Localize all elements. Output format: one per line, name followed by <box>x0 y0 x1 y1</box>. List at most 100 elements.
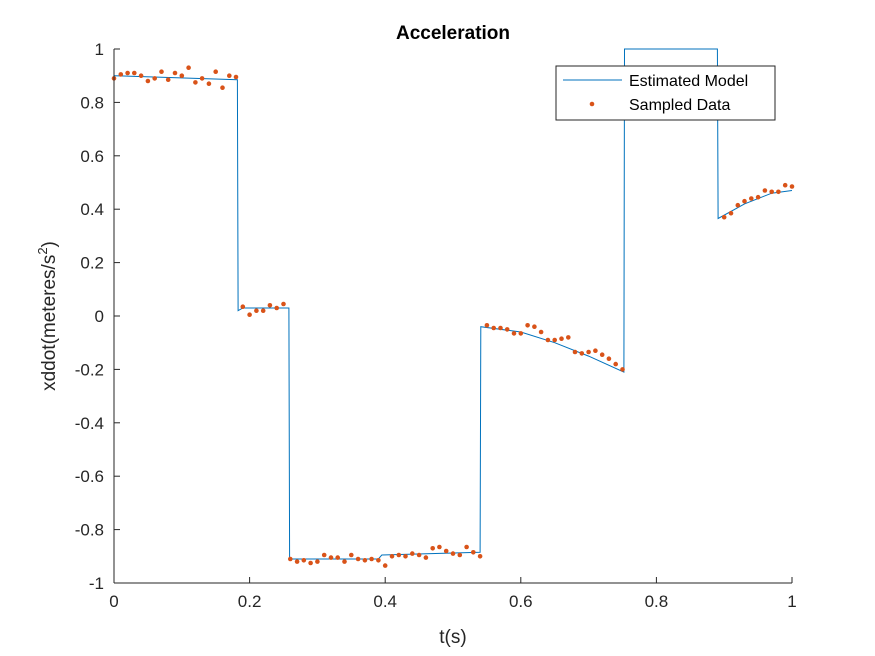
sampled-data-point <box>193 80 198 85</box>
sampled-data-point <box>518 331 524 336</box>
chart-title: Acceleration <box>396 23 510 44</box>
ticks-layer: 0 0.2 0.4 0.6 0.8 1 -1 -0.8 -0.6 -0.4 -0.2 0 0.2 0.4 0… <box>75 40 797 611</box>
sampled-data-point <box>599 352 605 358</box>
sampled-data-point <box>572 349 578 355</box>
sampled-data-point <box>742 198 747 204</box>
series-layer <box>111 48 795 568</box>
sampled-data-point <box>254 308 259 314</box>
sampled-data-point <box>362 558 368 563</box>
sampled-data-point <box>532 324 537 330</box>
sampled-data-point <box>552 337 557 343</box>
sampled-data-point <box>606 356 612 362</box>
sampled-data-point <box>559 336 564 342</box>
y-tick-label: 0 <box>95 307 104 326</box>
sampled-data-point <box>620 367 625 372</box>
sampled-data-point <box>342 559 347 564</box>
sampled-data-point <box>593 348 598 354</box>
legend-model-label: Estimated Model <box>629 73 748 90</box>
sampled-data-point <box>186 65 191 70</box>
x-tick-label: 0.6 <box>509 592 533 611</box>
sampled-data-point <box>206 81 212 86</box>
y-tick-label: 0.4 <box>80 200 104 219</box>
sampled-data-point <box>382 563 388 568</box>
sampled-data-point <box>403 554 408 559</box>
sampled-data-point <box>511 331 517 336</box>
y-axis-label-superscript: 2 <box>35 247 50 254</box>
sampled-data-point <box>498 325 503 331</box>
sampled-data-point <box>464 544 469 550</box>
sampled-data-point <box>199 76 205 81</box>
sampled-data-point <box>132 70 137 76</box>
sampled-data-point <box>321 552 327 558</box>
sampled-data-point <box>349 552 354 558</box>
y-tick-label: 1 <box>95 40 104 59</box>
sampled-data-point <box>165 77 171 82</box>
sampled-data-point <box>369 556 374 562</box>
sampled-data-point <box>335 555 341 560</box>
sampled-data-point <box>586 349 591 355</box>
sampled-data-point <box>769 189 774 195</box>
sampled-data-point <box>721 214 727 220</box>
sampled-data-point <box>613 361 618 367</box>
sampled-data-point <box>423 555 429 560</box>
sampled-data-point <box>152 76 157 81</box>
y-tick-label: -0.2 <box>75 360 104 379</box>
sampled-data-point <box>579 351 585 356</box>
y-axis-label-close: ) <box>39 241 60 247</box>
y-axis-label: xddot(meteres/s2) <box>35 241 60 391</box>
sampled-data-point <box>328 555 334 560</box>
sampled-data-point <box>247 312 252 318</box>
sampled-data-point <box>396 552 402 558</box>
y-tick-label: 0.6 <box>80 147 104 166</box>
sampled-data-point <box>728 210 734 216</box>
y-tick-label: -0.6 <box>75 467 104 486</box>
legend-samples-label: Sampled Data <box>629 97 730 114</box>
sampled-data-point <box>145 78 151 84</box>
sampled-data-point <box>227 73 232 78</box>
sampled-data-point <box>430 546 436 551</box>
y-tick-label: 0.8 <box>80 93 104 112</box>
sampled-data-point <box>260 308 266 314</box>
sampled-data-point <box>355 556 361 562</box>
sampled-data-point <box>477 554 483 559</box>
sampled-data-point <box>538 329 544 335</box>
sampled-data-point <box>504 327 510 332</box>
y-axis-label-main: xddot(meteres/s <box>39 255 60 391</box>
x-axis-label: t(s) <box>439 627 466 648</box>
plot-area <box>114 49 792 583</box>
sampled-data-point <box>416 552 422 558</box>
sampled-data-point <box>755 194 761 200</box>
legend-box <box>555 65 776 121</box>
sampled-data-point <box>566 335 571 340</box>
y-tick-label: -0.8 <box>75 521 104 540</box>
sampled-data-point <box>267 303 273 308</box>
sampled-data-point <box>308 560 313 566</box>
sampled-data-point <box>782 182 788 188</box>
sampled-data-point <box>213 69 218 74</box>
sampled-data-point <box>776 189 781 195</box>
x-tick-label: 1 <box>787 592 796 611</box>
sampled-data-point <box>749 196 754 201</box>
legend-samples-swatch <box>589 101 595 107</box>
sampled-data-point <box>172 70 178 76</box>
sampled-data-point <box>376 558 381 563</box>
sampled-data-point <box>159 69 164 74</box>
sampled-data-point <box>457 552 463 558</box>
sampled-data-point <box>762 188 768 193</box>
sampled-data-point <box>491 325 497 331</box>
y-tick-label: -0.4 <box>75 414 104 433</box>
sampled-data-point <box>315 559 320 564</box>
sampled-data-point <box>410 551 415 556</box>
sampled-data-point <box>240 304 246 310</box>
legend: Estimated Model Sampled Data <box>555 65 776 121</box>
y-tick-label: 0.2 <box>80 254 104 273</box>
sampled-data-point <box>294 559 300 564</box>
sampled-data-point <box>179 73 185 78</box>
sampled-data-point <box>118 72 124 77</box>
sampled-data-point <box>389 554 395 559</box>
sampled-data-point <box>525 323 530 328</box>
x-tick-label: 0.4 <box>373 592 397 611</box>
sampled-data-point <box>789 184 795 189</box>
sampled-data-point <box>545 337 551 343</box>
